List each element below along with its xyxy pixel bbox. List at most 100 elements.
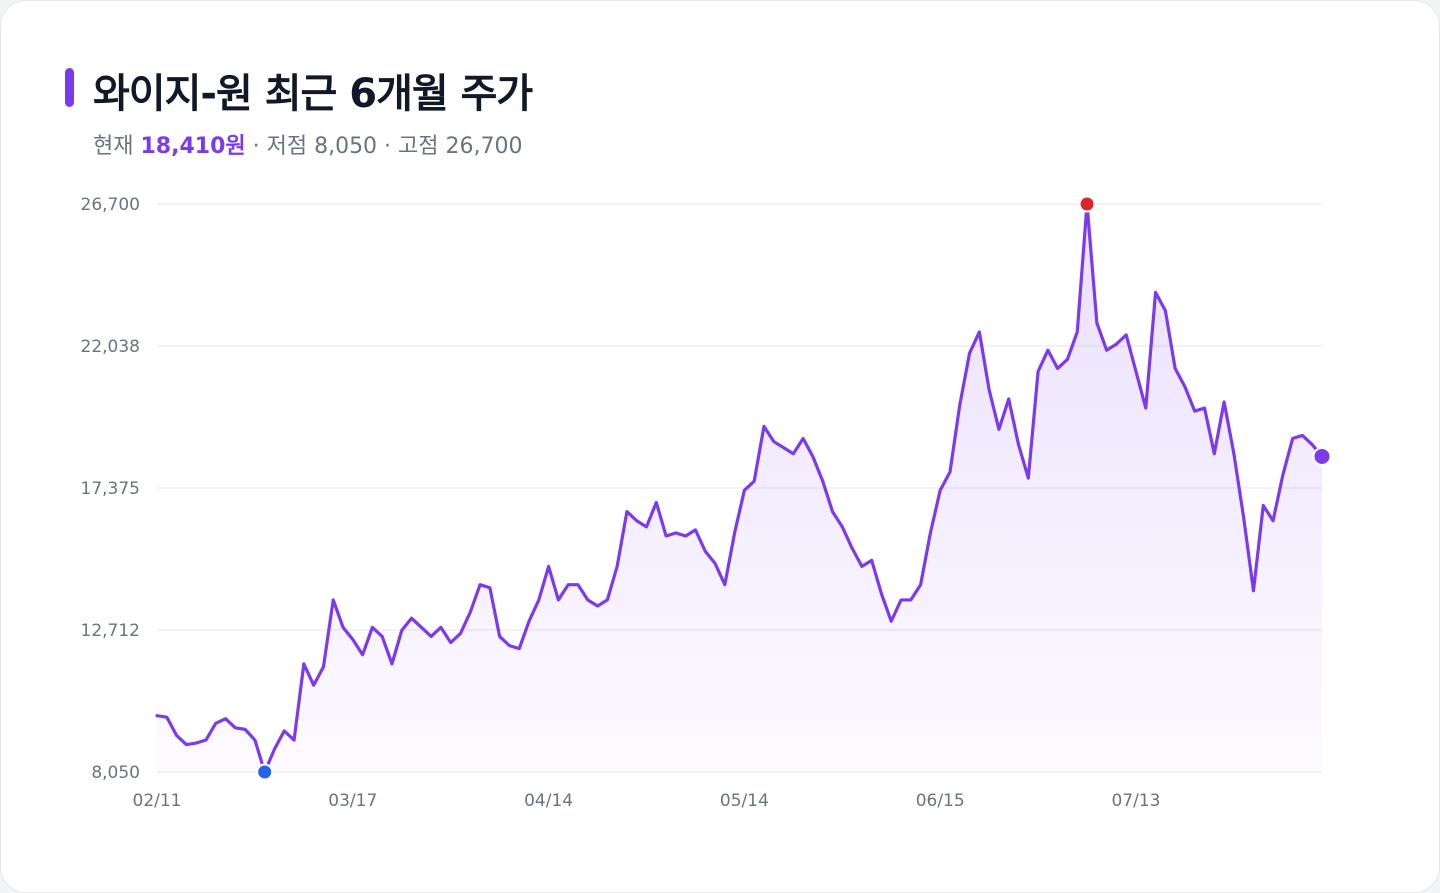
chart-title: 와이지-원 최근 6개월 주가 xyxy=(93,71,533,117)
data-point xyxy=(977,330,981,334)
data-point xyxy=(537,598,541,602)
data-point xyxy=(684,534,688,538)
data-point xyxy=(752,479,756,483)
data-point xyxy=(831,510,835,514)
data-point xyxy=(625,510,629,514)
data-point xyxy=(1300,433,1304,437)
data-point xyxy=(860,564,864,568)
data-point xyxy=(870,558,874,562)
price-line xyxy=(155,202,1324,774)
data-point xyxy=(1036,370,1040,374)
data-point xyxy=(1095,321,1099,325)
data-point xyxy=(635,519,639,523)
high-point-marker xyxy=(1078,195,1096,213)
data-point xyxy=(321,665,325,669)
data-point xyxy=(605,598,609,602)
data-point xyxy=(272,747,276,751)
data-point xyxy=(1291,437,1295,441)
data-point xyxy=(654,500,658,504)
data-point xyxy=(439,625,443,629)
data-point xyxy=(821,479,825,483)
data-point xyxy=(919,583,923,587)
price-area xyxy=(157,204,1322,772)
data-point xyxy=(723,583,727,587)
data-point xyxy=(390,662,394,666)
data-point xyxy=(468,610,472,614)
data-point xyxy=(243,727,247,731)
x-tick-label: 06/15 xyxy=(916,791,965,811)
data-point xyxy=(733,531,737,535)
data-point xyxy=(899,598,903,602)
title-accent-bar xyxy=(65,68,74,107)
data-point xyxy=(517,647,521,651)
data-point xyxy=(1056,366,1060,370)
data-point xyxy=(1183,385,1187,389)
x-tick-label: 05/14 xyxy=(720,791,769,811)
data-point xyxy=(1075,330,1079,334)
data-point xyxy=(214,721,218,725)
data-point xyxy=(576,583,580,587)
data-point xyxy=(1046,348,1050,352)
data-point xyxy=(204,738,208,742)
data-point xyxy=(879,592,883,596)
data-point xyxy=(586,598,590,602)
data-point xyxy=(566,583,570,587)
data-point xyxy=(292,738,296,742)
data-point xyxy=(997,427,1001,431)
data-point xyxy=(1026,476,1030,480)
data-point xyxy=(410,616,414,620)
data-point xyxy=(478,583,482,587)
data-point xyxy=(1242,516,1246,520)
data-point xyxy=(1114,342,1118,346)
high-price: · 고점 26,700 xyxy=(377,134,523,159)
data-point xyxy=(909,598,913,602)
data-point xyxy=(742,488,746,492)
data-point xyxy=(958,403,962,407)
data-point xyxy=(1193,409,1197,413)
data-point xyxy=(1154,290,1158,294)
y-tick-label: 8,050 xyxy=(91,763,140,783)
markers xyxy=(256,195,1332,781)
data-point xyxy=(184,743,188,747)
data-point xyxy=(351,638,355,642)
data-point xyxy=(507,644,511,648)
data-point xyxy=(458,631,462,635)
data-point xyxy=(400,628,404,632)
data-point xyxy=(1251,589,1255,593)
data-point xyxy=(840,525,844,529)
data-point xyxy=(801,437,805,441)
data-point xyxy=(1134,370,1138,374)
data-point xyxy=(253,738,257,742)
data-point xyxy=(155,714,159,718)
data-point xyxy=(889,619,893,623)
data-point xyxy=(1105,348,1109,352)
data-point xyxy=(282,729,286,733)
x-tick-label: 04/14 xyxy=(524,791,573,811)
low-price: · 저점 8,050 xyxy=(245,134,378,159)
data-point xyxy=(1065,357,1069,361)
data-point xyxy=(312,683,316,687)
x-axis-labels: 02/11 03/17 04/14 05/14 06/15 07/13 xyxy=(133,791,1161,811)
data-point xyxy=(361,653,365,657)
data-point xyxy=(811,455,815,459)
data-point xyxy=(331,598,335,602)
data-point xyxy=(165,715,169,719)
data-point xyxy=(1163,309,1167,313)
x-tick-label: 03/17 xyxy=(328,791,377,811)
data-point xyxy=(596,604,600,608)
data-point xyxy=(791,452,795,456)
data-point xyxy=(341,625,345,629)
data-point xyxy=(1232,452,1236,456)
data-point xyxy=(762,424,766,428)
data-point xyxy=(1310,443,1314,447)
data-point xyxy=(224,717,228,721)
data-point xyxy=(1271,519,1275,523)
data-point xyxy=(1261,504,1265,508)
y-tick-label: 12,712 xyxy=(81,621,140,641)
data-point xyxy=(782,446,786,450)
data-point xyxy=(644,525,648,529)
data-point xyxy=(449,641,453,645)
data-point xyxy=(194,741,198,745)
data-point xyxy=(1212,452,1216,456)
